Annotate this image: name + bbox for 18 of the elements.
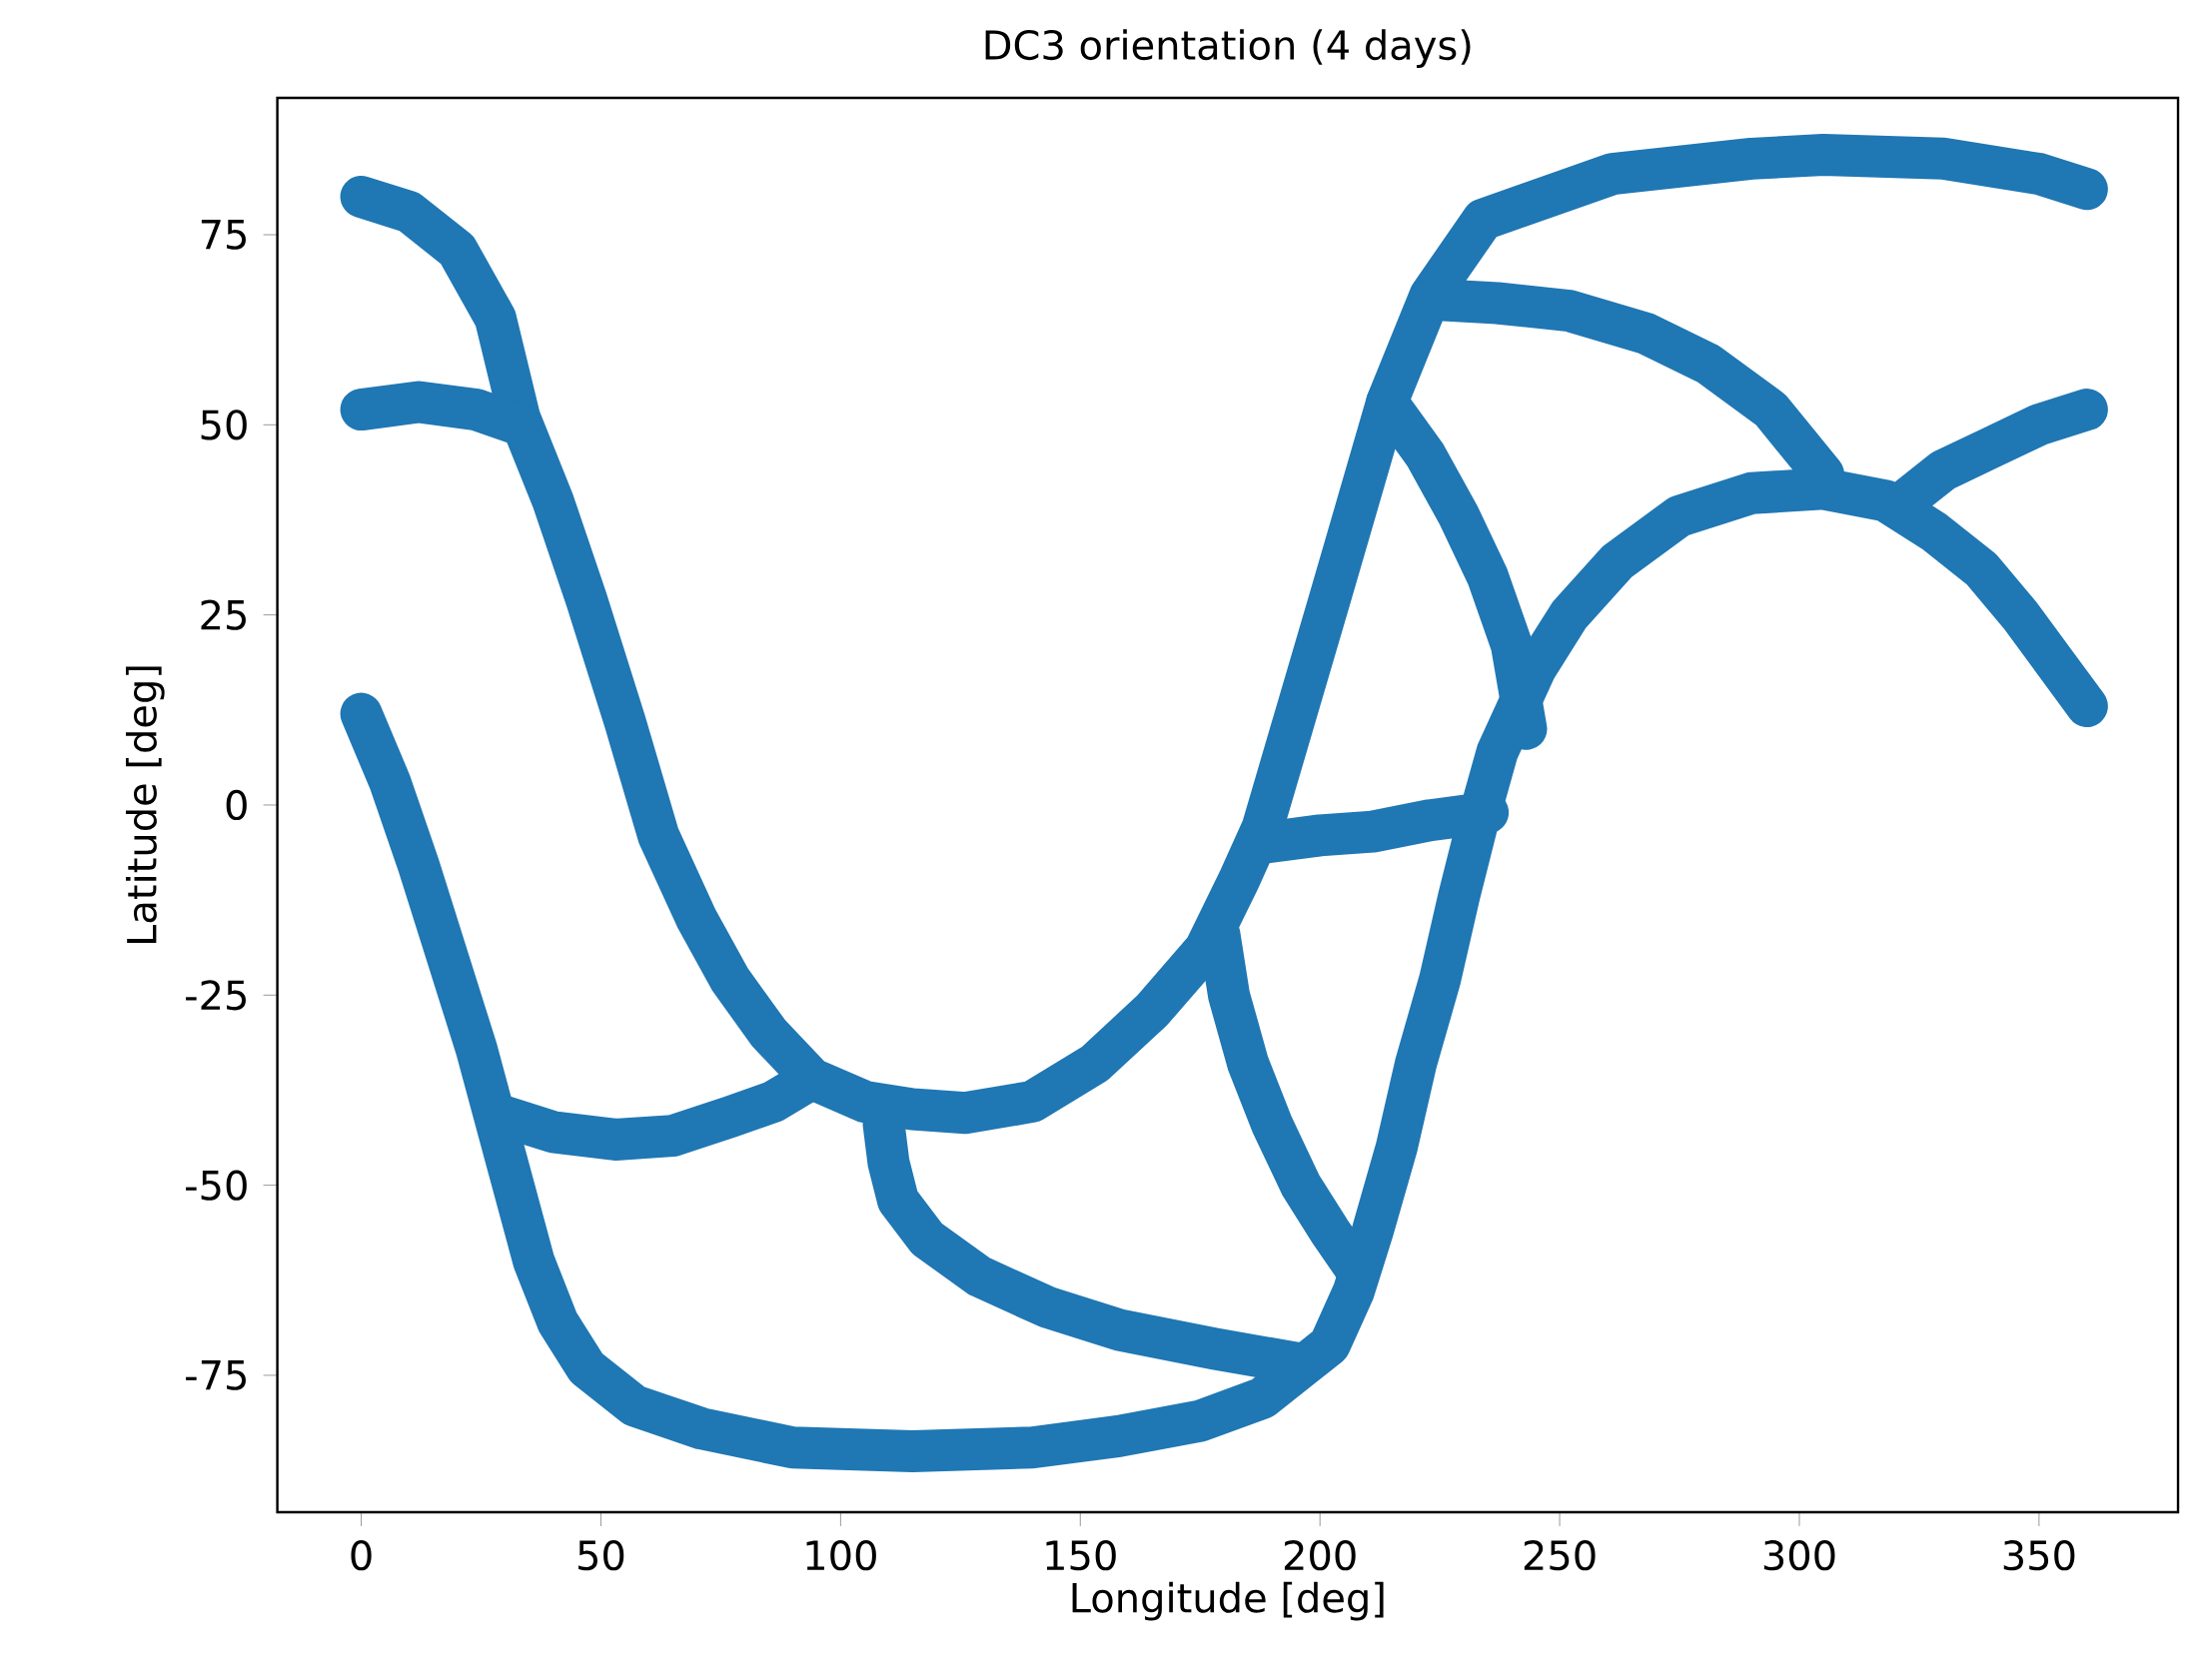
x-tick-label: 50: [578, 1540, 624, 1571]
x-tick-label: 200: [1284, 1540, 1356, 1571]
y-axis-title: Latitude [deg]: [125, 666, 165, 944]
y-tick-label: 75: [201, 220, 246, 250]
y-tick-label: -25: [186, 980, 246, 1011]
chart-title: DC3 orientation (4 days): [985, 29, 1471, 68]
x-tick-label: 150: [1046, 1540, 1116, 1571]
x-tick-label: 350: [2003, 1540, 2075, 1571]
y-tick-label: -50: [186, 1170, 247, 1201]
y-tick-label: 25: [201, 599, 246, 630]
y-tick-label: 0: [226, 789, 247, 821]
y-tick-label: -75: [186, 1360, 246, 1390]
x-axis-title: Longitude [deg]: [1072, 1581, 1384, 1621]
x-tick-label: 250: [1524, 1540, 1596, 1571]
x-tick-label: 300: [1763, 1540, 1835, 1571]
x-tick-label: 0: [351, 1540, 372, 1571]
y-tick-label: 50: [201, 410, 247, 440]
x-tick-label: 100: [806, 1540, 876, 1571]
